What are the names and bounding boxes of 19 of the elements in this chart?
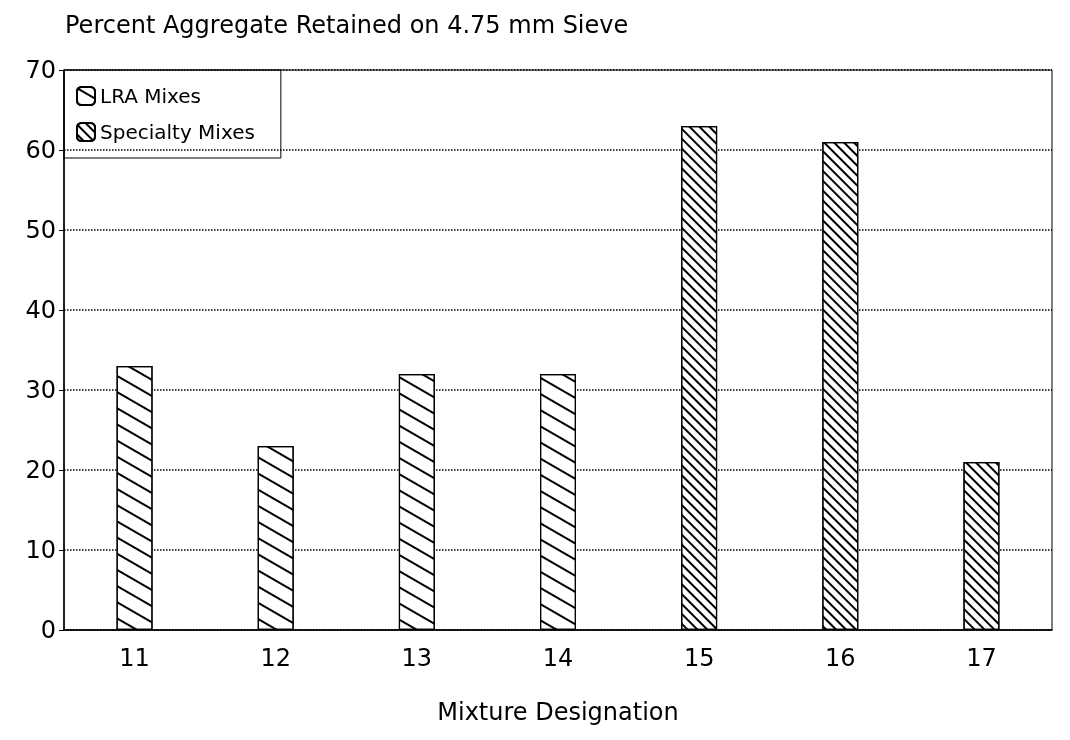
y-tick-label: 40 — [25, 296, 56, 324]
y-tick-label: 0 — [40, 616, 56, 644]
x-tick-label: 17 — [966, 644, 997, 672]
x-tick-label: 12 — [260, 644, 291, 672]
y-tick-label: 20 — [25, 456, 56, 484]
chart-title: Percent Aggregate Retained on 4.75 mm Sieve — [65, 11, 629, 39]
x-tick-label: 13 — [401, 644, 433, 672]
y-tick-label: 70 — [25, 56, 56, 84]
legend-label: LRA Mixes — [100, 84, 202, 108]
x-tick-label: 15 — [683, 644, 715, 672]
x-axis-title: Mixture Designation — [437, 698, 679, 726]
y-tick-label: 60 — [25, 136, 56, 164]
legend-label: Specialty Mixes — [100, 120, 255, 144]
y-tick-label: 10 — [25, 536, 56, 564]
x-tick-label: 11 — [119, 644, 150, 672]
y-tick-label: 50 — [25, 216, 56, 244]
x-tick-label: 14 — [542, 644, 574, 672]
x-tick-label: 16 — [825, 644, 856, 672]
y-tick-label: 30 — [25, 376, 56, 404]
